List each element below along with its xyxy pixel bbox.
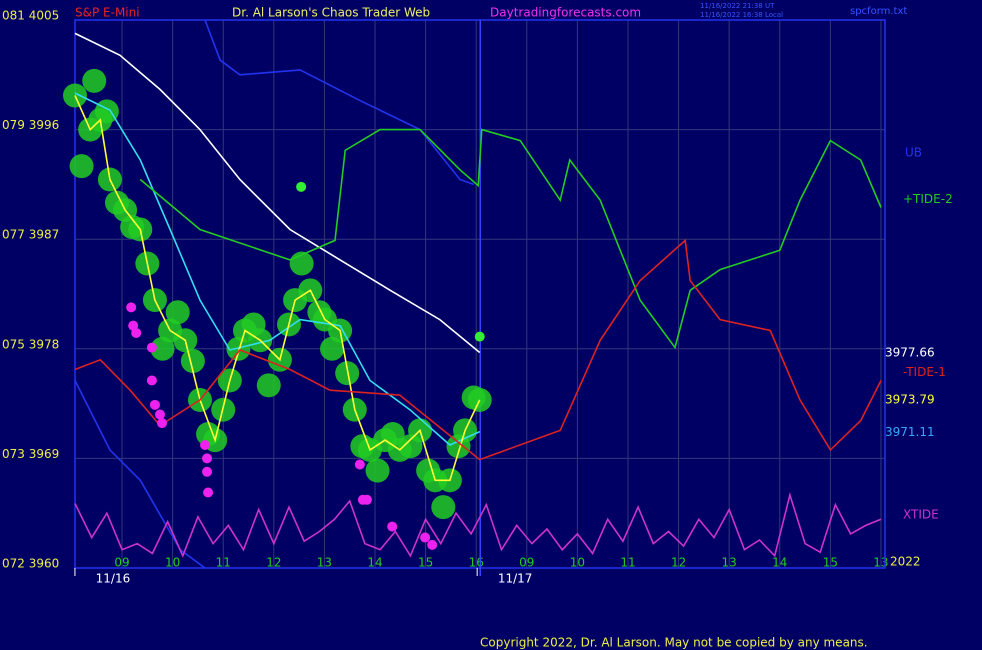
x-tick-label: 14	[772, 556, 787, 570]
price-bubble	[431, 495, 456, 520]
price-bubble	[165, 300, 190, 325]
x-tick-label: 14	[367, 556, 382, 570]
date-label: 11/17	[498, 572, 533, 586]
last-value-label: 3973.79	[885, 393, 935, 407]
price-bubble	[256, 373, 281, 398]
pivot-dot	[131, 327, 142, 338]
x-tick-label: 15	[418, 556, 433, 570]
price-bubble	[82, 68, 107, 93]
price-bubble	[335, 361, 360, 386]
price-bubble	[150, 336, 175, 361]
x-tick-label: 09	[114, 556, 129, 570]
x-tick-label: 15	[823, 556, 838, 570]
price-bubble	[365, 458, 390, 483]
date-label: 11/16	[96, 572, 131, 586]
pivot-dot	[361, 494, 372, 505]
y-tick-label: 072 3960	[2, 557, 59, 571]
pivot-dot	[420, 532, 431, 543]
x-tick-label: 10	[165, 556, 180, 570]
copyright: Copyright 2022, Dr. Al Larson. May not b…	[480, 636, 868, 650]
price-bubble	[226, 336, 251, 361]
price-bubble	[69, 154, 94, 179]
y-tick-label: 075 3978	[2, 337, 59, 351]
series-line	[204, 19, 474, 186]
series-line	[74, 491, 882, 558]
pivot-dot	[474, 331, 485, 342]
series-label: +TIDE-2	[903, 192, 953, 206]
pivot-dot	[296, 181, 307, 192]
y-tick-label: 079 3996	[2, 118, 59, 132]
pivot-dot	[202, 453, 213, 464]
pivot-dot	[146, 342, 157, 353]
pivot-dot	[387, 521, 398, 532]
pivot-dot	[154, 409, 165, 420]
file-name: spcform.txt	[850, 6, 907, 17]
series-line	[74, 238, 882, 461]
x-tick-label: 13	[317, 556, 332, 570]
pivot-dot	[200, 440, 211, 451]
series-line	[74, 95, 481, 482]
y-tick-label: 081 4005	[2, 9, 59, 23]
website: Daytradingforecasts.com	[490, 6, 641, 20]
series-line	[139, 128, 882, 350]
last-value-label: 3977.66	[885, 345, 935, 359]
x-tick-label: 13	[722, 556, 737, 570]
pivot-dot	[149, 399, 160, 410]
pivot-dot	[202, 466, 213, 477]
pivot-dot	[126, 302, 137, 313]
x-tick-label: 09	[519, 556, 534, 570]
series-label: UB	[905, 146, 922, 160]
pivot-dot	[354, 459, 365, 470]
pivot-dot	[157, 418, 168, 429]
chart-title: Dr. Al Larson's Chaos Trader Web	[232, 6, 430, 20]
series-label: XTIDE	[903, 508, 939, 522]
x-tick-label: 10	[570, 556, 585, 570]
timestamp: 11/16/2022 21:38 UT	[700, 2, 775, 10]
pivot-dot	[203, 487, 214, 498]
x-tick-label: 11	[620, 556, 635, 570]
series-line	[74, 92, 481, 446]
y-tick-label: 077 3987	[2, 228, 59, 242]
last-value-label: 3971.11	[885, 425, 935, 439]
series-line	[74, 380, 206, 569]
pivot-dot	[146, 375, 157, 386]
x-tick-label: 11	[216, 556, 231, 570]
series-line	[74, 32, 481, 354]
price-bubble	[320, 336, 345, 361]
x-tick-label: 12	[266, 556, 281, 570]
year-label: 2022	[890, 555, 921, 569]
x-tick-label: 12	[671, 556, 686, 570]
timestamp: 11/16/2022 16:38 Local	[700, 11, 783, 19]
instrument: S&P E-Mini	[75, 6, 140, 20]
y-tick-label: 073 3969	[2, 447, 59, 461]
price-bubble	[180, 348, 205, 373]
pivot-dot	[427, 539, 438, 550]
series-label: -TIDE-1	[903, 365, 946, 379]
